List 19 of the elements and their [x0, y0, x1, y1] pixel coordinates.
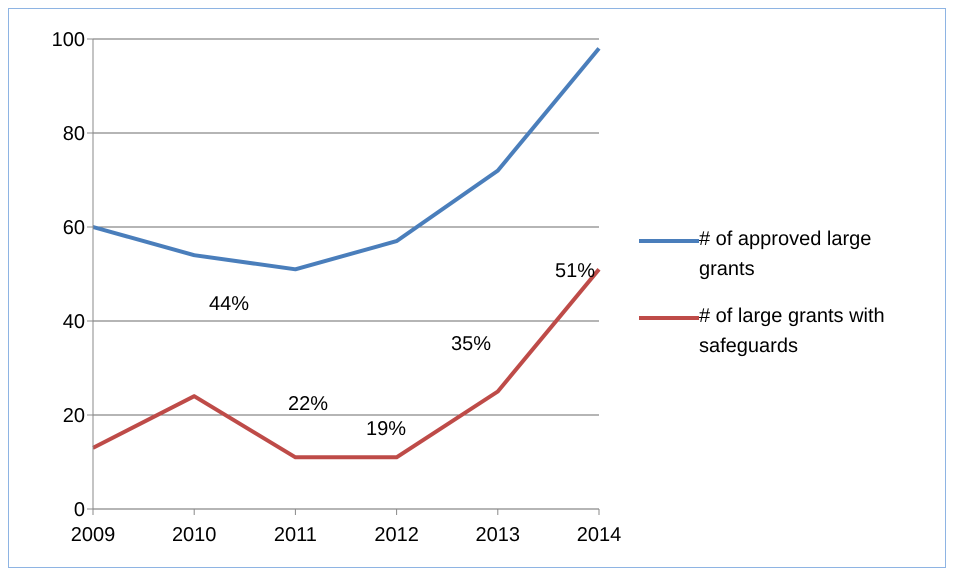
annotation: 35%	[450, 332, 492, 356]
y-tick-label: 20	[62, 405, 85, 428]
x-tick-label: 2010	[172, 524, 216, 546]
annotation: 44%	[208, 292, 250, 316]
x-tick-label: 2009	[70, 524, 116, 546]
x-tick-label: 2012	[374, 524, 419, 546]
y-tick-label: 0	[74, 499, 85, 522]
x-tick-label: 2014	[576, 524, 622, 546]
y-tick-label: 100	[52, 29, 85, 52]
legend-label: # of large grants with safeguards	[699, 304, 886, 359]
y-tick-label: 80	[62, 123, 85, 146]
annotation: 19%	[364, 417, 408, 441]
annotation: 51%	[554, 259, 596, 283]
annotation: 22%	[286, 392, 330, 416]
y-tick-label: 60	[62, 217, 85, 240]
legend-label: # of approved large grants	[699, 227, 872, 282]
x-tick-label: 2013	[476, 524, 520, 546]
x-tick-label: 2011	[274, 524, 317, 546]
y-tick-label: 40	[62, 311, 85, 334]
